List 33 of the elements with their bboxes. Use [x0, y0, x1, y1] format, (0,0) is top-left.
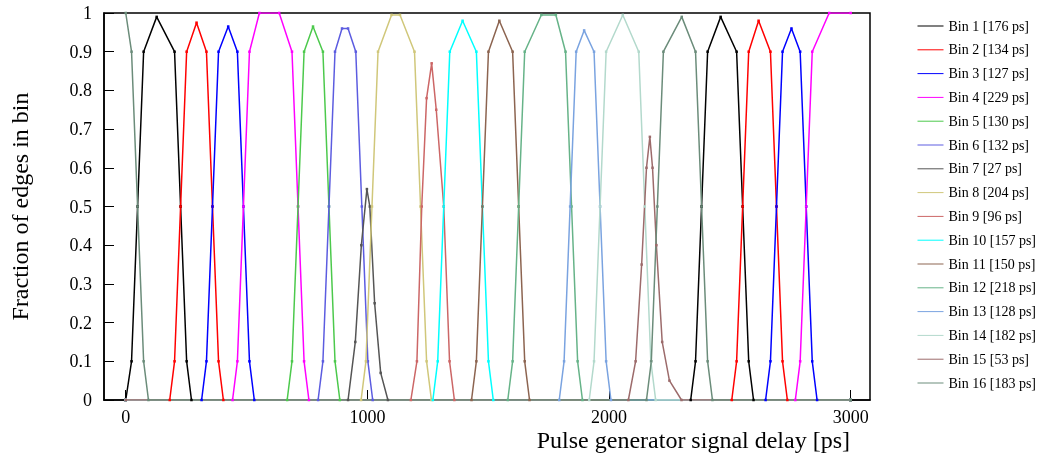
y-tick-label: 0.3 — [69, 273, 92, 294]
legend-label: Bin 7 [27 ps] — [948, 161, 1022, 177]
x-tick-label: 0 — [121, 407, 131, 427]
y-tick-label: 0.9 — [69, 41, 92, 62]
y-tick-label: 0.5 — [69, 196, 92, 217]
y-tick-label: 0.8 — [69, 80, 92, 101]
legend-label: Bin 15 [53 ps] — [948, 351, 1029, 367]
legend-label: Bin 11 [150 ps] — [948, 256, 1036, 272]
y-tick-label: 0.4 — [69, 235, 92, 256]
legend-label: Bin 8 [204 ps] — [948, 185, 1029, 201]
y-axis-title: Fraction of edges in bin — [7, 92, 33, 321]
legend-label: Bin 4 [229 ps] — [948, 89, 1029, 105]
y-tick-label: 0.1 — [69, 351, 92, 372]
x-tick-label: 3000 — [832, 407, 869, 427]
y-tick-label: 1 — [83, 3, 92, 23]
legend-label: Bin 1 [176 ps] — [948, 18, 1029, 34]
y-tick-label: 0 — [83, 390, 92, 410]
legend-label: Bin 10 [157 ps] — [948, 232, 1036, 248]
legend-label: Bin 2 [134 ps] — [948, 42, 1029, 58]
legend-label: Bin 12 [218 ps] — [948, 280, 1036, 296]
y-tick-label: 0.7 — [69, 119, 92, 140]
legend-label: Bin 3 [127 ps] — [948, 66, 1029, 82]
x-axis-title: Pulse generator signal delay [ps] — [536, 427, 850, 453]
legend-label: Bin 13 [128 ps] — [948, 304, 1036, 320]
x-tick-label: 1000 — [349, 407, 386, 427]
y-tick-label: 0.6 — [69, 157, 92, 178]
y-tick-label: 0.2 — [69, 312, 92, 333]
legend-label: Bin 14 [182 ps] — [948, 327, 1036, 343]
legend-label: Bin 9 [96 ps] — [948, 208, 1022, 224]
legend-label: Bin 16 [183 ps] — [948, 375, 1036, 391]
legend-label: Bin 5 [130 ps] — [948, 113, 1029, 129]
x-tick-label: 2000 — [591, 407, 628, 427]
legend-label: Bin 6 [132 ps] — [948, 137, 1029, 153]
